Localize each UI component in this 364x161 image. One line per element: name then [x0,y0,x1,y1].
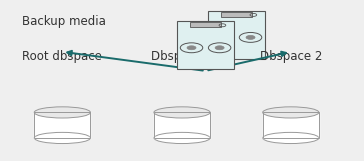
Bar [263,112,319,138]
Bar [190,22,221,27]
Text: Root dbspace: Root dbspace [23,50,102,63]
Circle shape [246,35,255,39]
FancyBboxPatch shape [208,11,265,59]
Ellipse shape [154,132,210,144]
FancyBboxPatch shape [178,21,234,69]
Bar [34,112,90,138]
Text: Backup media: Backup media [23,15,106,28]
Ellipse shape [263,132,319,144]
Ellipse shape [263,107,319,118]
Ellipse shape [34,107,90,118]
Ellipse shape [34,132,90,144]
Circle shape [187,46,196,50]
Text: Dbspace 1: Dbspace 1 [151,50,213,63]
Circle shape [215,46,224,50]
Bar [154,112,210,138]
Ellipse shape [154,107,210,118]
Bar [154,112,210,138]
Text: Dbspace 2: Dbspace 2 [260,50,322,63]
Circle shape [218,35,227,39]
Bar [263,112,319,138]
Bar [221,12,252,17]
Bar [34,112,90,138]
